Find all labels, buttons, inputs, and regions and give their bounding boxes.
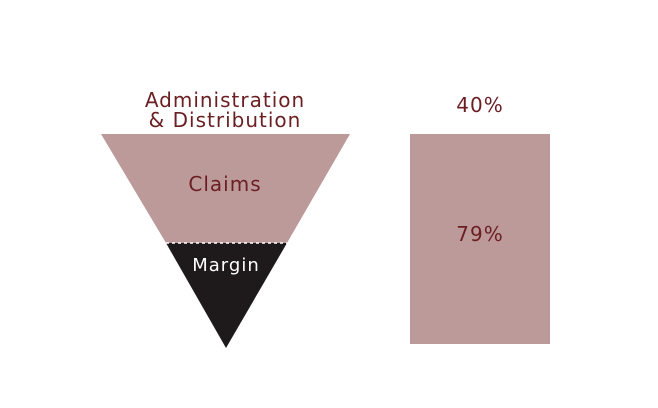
funnel-margin-section bbox=[166, 243, 287, 348]
bar-top-value: 40% bbox=[456, 93, 504, 117]
margin-label: Margin bbox=[192, 255, 260, 276]
bar-inner-value: 79% bbox=[456, 222, 504, 246]
funnel-claims-section bbox=[101, 134, 350, 243]
funnel-top-label-line2: & Distribution bbox=[148, 108, 302, 132]
claims-label: Claims bbox=[188, 172, 262, 196]
funnel-top-label-line1: Administration bbox=[144, 88, 306, 112]
funnel-top-label: Administration & Distribution bbox=[100, 90, 350, 130]
bar-block bbox=[410, 134, 550, 344]
